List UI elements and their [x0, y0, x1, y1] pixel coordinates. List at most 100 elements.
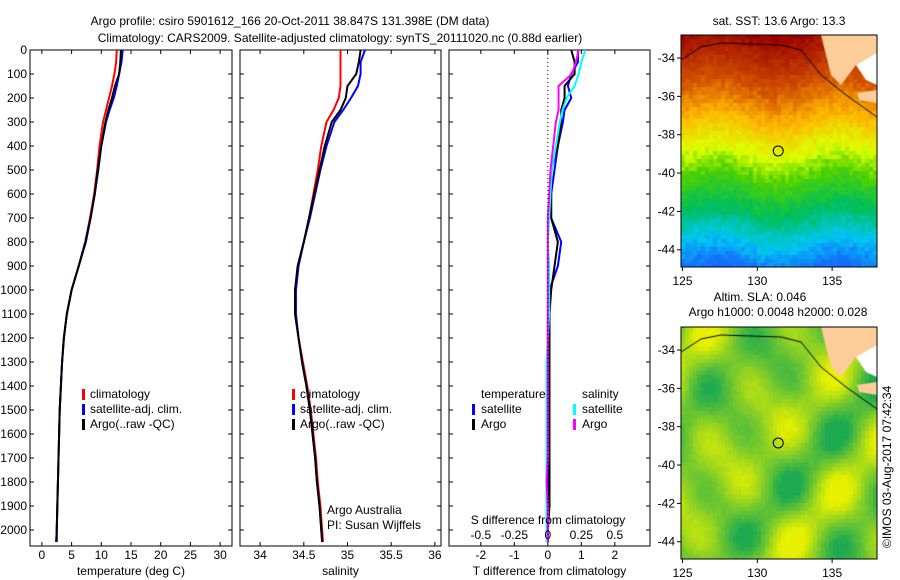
argo-location-marker	[772, 145, 784, 157]
legend-label: satellite-adj. clim.	[300, 402, 392, 416]
s-tick-label: 0	[544, 528, 551, 542]
depth-tick-label: 1600	[0, 427, 27, 441]
difference-x-tick-label: -1	[509, 548, 520, 562]
depth-tick-label: 1400	[0, 379, 27, 393]
legend-swatch	[573, 404, 576, 415]
series-line-climatology	[55, 49, 118, 543]
difference-x-tick-label: 1	[578, 548, 585, 562]
lat-tick-label: -40	[658, 458, 676, 472]
difference-x-tick-label: 0	[544, 548, 551, 562]
depth-tick-label: 1100	[1, 307, 27, 321]
depth-tick-label: 1000	[0, 283, 27, 297]
sst-map-raster	[681, 35, 877, 267]
lon-tick-label: 125	[672, 274, 692, 288]
lat-tick-label: -34	[658, 51, 676, 65]
depth-tick-label: 800	[7, 235, 27, 249]
lat-tick-label: -42	[658, 204, 676, 218]
lon-tick-label: 130	[747, 274, 767, 288]
annotation-text: PI: Susan Wijffels	[327, 518, 421, 532]
temperature-x-tick-label: 30	[213, 548, 227, 562]
sst-map-frame	[680, 34, 878, 268]
legend-label: climatology	[90, 387, 150, 401]
sla-map-subtitle: Argo h1000: 0.0048 h2000: 0.028	[689, 305, 868, 319]
salinity-x-tick-label: 35	[341, 548, 355, 562]
legend-s_argo: Argo	[582, 417, 608, 431]
depth-tick-label: 1900	[0, 499, 27, 513]
legend-label: Argo(..raw -QC)	[90, 417, 175, 431]
depth-tick-label: 400	[7, 139, 27, 153]
depth-tick-label: 1500	[0, 403, 27, 417]
temperature-x-tick-label: 5	[68, 548, 75, 562]
legend-swatch	[292, 389, 295, 400]
difference-x-axis-label: T difference from climatology	[473, 564, 627, 578]
salinity-x-tick-label: 34	[253, 548, 267, 562]
series-line-argo-raw-qc-	[294, 49, 362, 543]
lat-tick-label: -36	[658, 381, 676, 395]
depth-tick-label: 1200	[0, 331, 27, 345]
legend-label: Argo(..raw -QC)	[300, 417, 385, 431]
depth-tick-label: 100	[7, 67, 27, 81]
series-line-s-satellite	[545, 49, 587, 542]
depth-tick-label: 2000	[0, 523, 27, 537]
legend-t_argo: Argo	[481, 417, 507, 431]
temperature-x-tick-label: 25	[184, 548, 198, 562]
salinity-x-tick-label: 36	[428, 548, 442, 562]
legend-swatch	[472, 404, 475, 415]
temperature-x-tick-label: 15	[124, 548, 138, 562]
lon-tick-label: 135	[822, 566, 842, 580]
legend-t_title: temperature	[481, 387, 546, 401]
legend-t_sat: satellite	[481, 402, 522, 416]
lat-tick-label: -40	[658, 166, 676, 180]
temperature-x-tick-label: 10	[95, 548, 109, 562]
depth-tick-label: 1700	[0, 451, 27, 465]
lat-tick-label: -44	[658, 243, 676, 257]
lat-tick-label: -44	[658, 535, 676, 549]
salinity-x-tick-label: 35.5	[380, 548, 404, 562]
lat-tick-label: -42	[658, 496, 676, 510]
legend-swatch	[82, 419, 85, 430]
temperature-x-axis-label: temperature (deg C)	[77, 564, 185, 578]
depth-tick-label: 1800	[0, 475, 27, 489]
s-tick-label: 0.25	[570, 528, 594, 542]
series-line-satellite-adj-clim-	[55, 49, 124, 543]
lon-tick-label: 130	[747, 566, 767, 580]
argo-location-marker	[772, 437, 784, 449]
salinity-x-axis-label: salinity	[322, 564, 359, 578]
temperature-x-tick-label: 20	[154, 548, 168, 562]
sst-map-title: sat. SST: 13.6 Argo: 13.3	[713, 14, 846, 28]
legend-swatch	[82, 389, 85, 400]
lat-tick-label: -38	[658, 128, 676, 142]
salinity-x-tick-label: 34.5	[292, 548, 316, 562]
temperature-plot-frame	[29, 49, 233, 547]
depth-tick-label: 1300	[0, 355, 27, 369]
imos-credit: ©IMOS 03-Aug-2017 07:42:34	[880, 385, 894, 548]
sla-map-frame	[680, 326, 878, 560]
series-line-t-satellite	[546, 50, 579, 542]
legend-swatch	[82, 404, 85, 415]
depth-tick-label: 0	[20, 43, 27, 57]
legend-s_title: salinity	[582, 387, 619, 401]
sla-map-title: Altim. SLA: 0.046	[714, 290, 807, 304]
s-tick-label: 0.5	[606, 528, 623, 542]
depth-tick-label: 700	[7, 211, 27, 225]
difference-plot-frame	[448, 49, 651, 547]
s-tick-label: -0.5	[470, 528, 491, 542]
sla-map-raster	[681, 327, 877, 559]
salinity-plot-frame	[239, 49, 442, 547]
lon-tick-label: 125	[672, 566, 692, 580]
legend-label: climatology	[300, 387, 360, 401]
annotation-text: Argo Australia	[327, 503, 402, 517]
depth-tick-label: 200	[7, 91, 27, 105]
s-tick-label: -0.25	[501, 528, 529, 542]
legend-label: satellite-adj. clim.	[90, 402, 182, 416]
title-line-1: Argo profile: csiro 5901612_166 20-Oct-2…	[91, 14, 490, 28]
temperature-x-tick-label: 0	[39, 548, 46, 562]
depth-tick-label: 300	[7, 115, 27, 129]
depth-tick-label: 500	[7, 163, 27, 177]
legend-swatch	[573, 419, 576, 430]
legend-swatch	[292, 404, 295, 415]
lon-tick-label: 135	[822, 274, 842, 288]
lat-tick-label: -38	[658, 420, 676, 434]
difference-x-tick-label: -2	[475, 548, 486, 562]
legend-swatch	[292, 419, 295, 430]
